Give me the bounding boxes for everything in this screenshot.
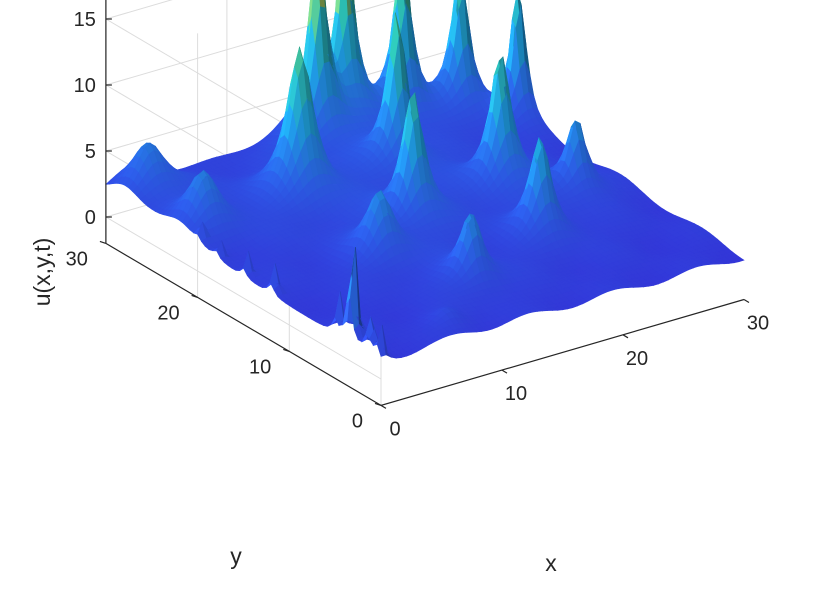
grid-line-z-right-2 [105, 0, 400, 86]
surface-patch [335, 0, 341, 15]
surface-patch [307, 0, 314, 27]
grid-line-z-right-3 [105, 0, 173, 20]
surface [105, 0, 745, 359]
grid-line-z-left-0 [105, 216, 382, 380]
